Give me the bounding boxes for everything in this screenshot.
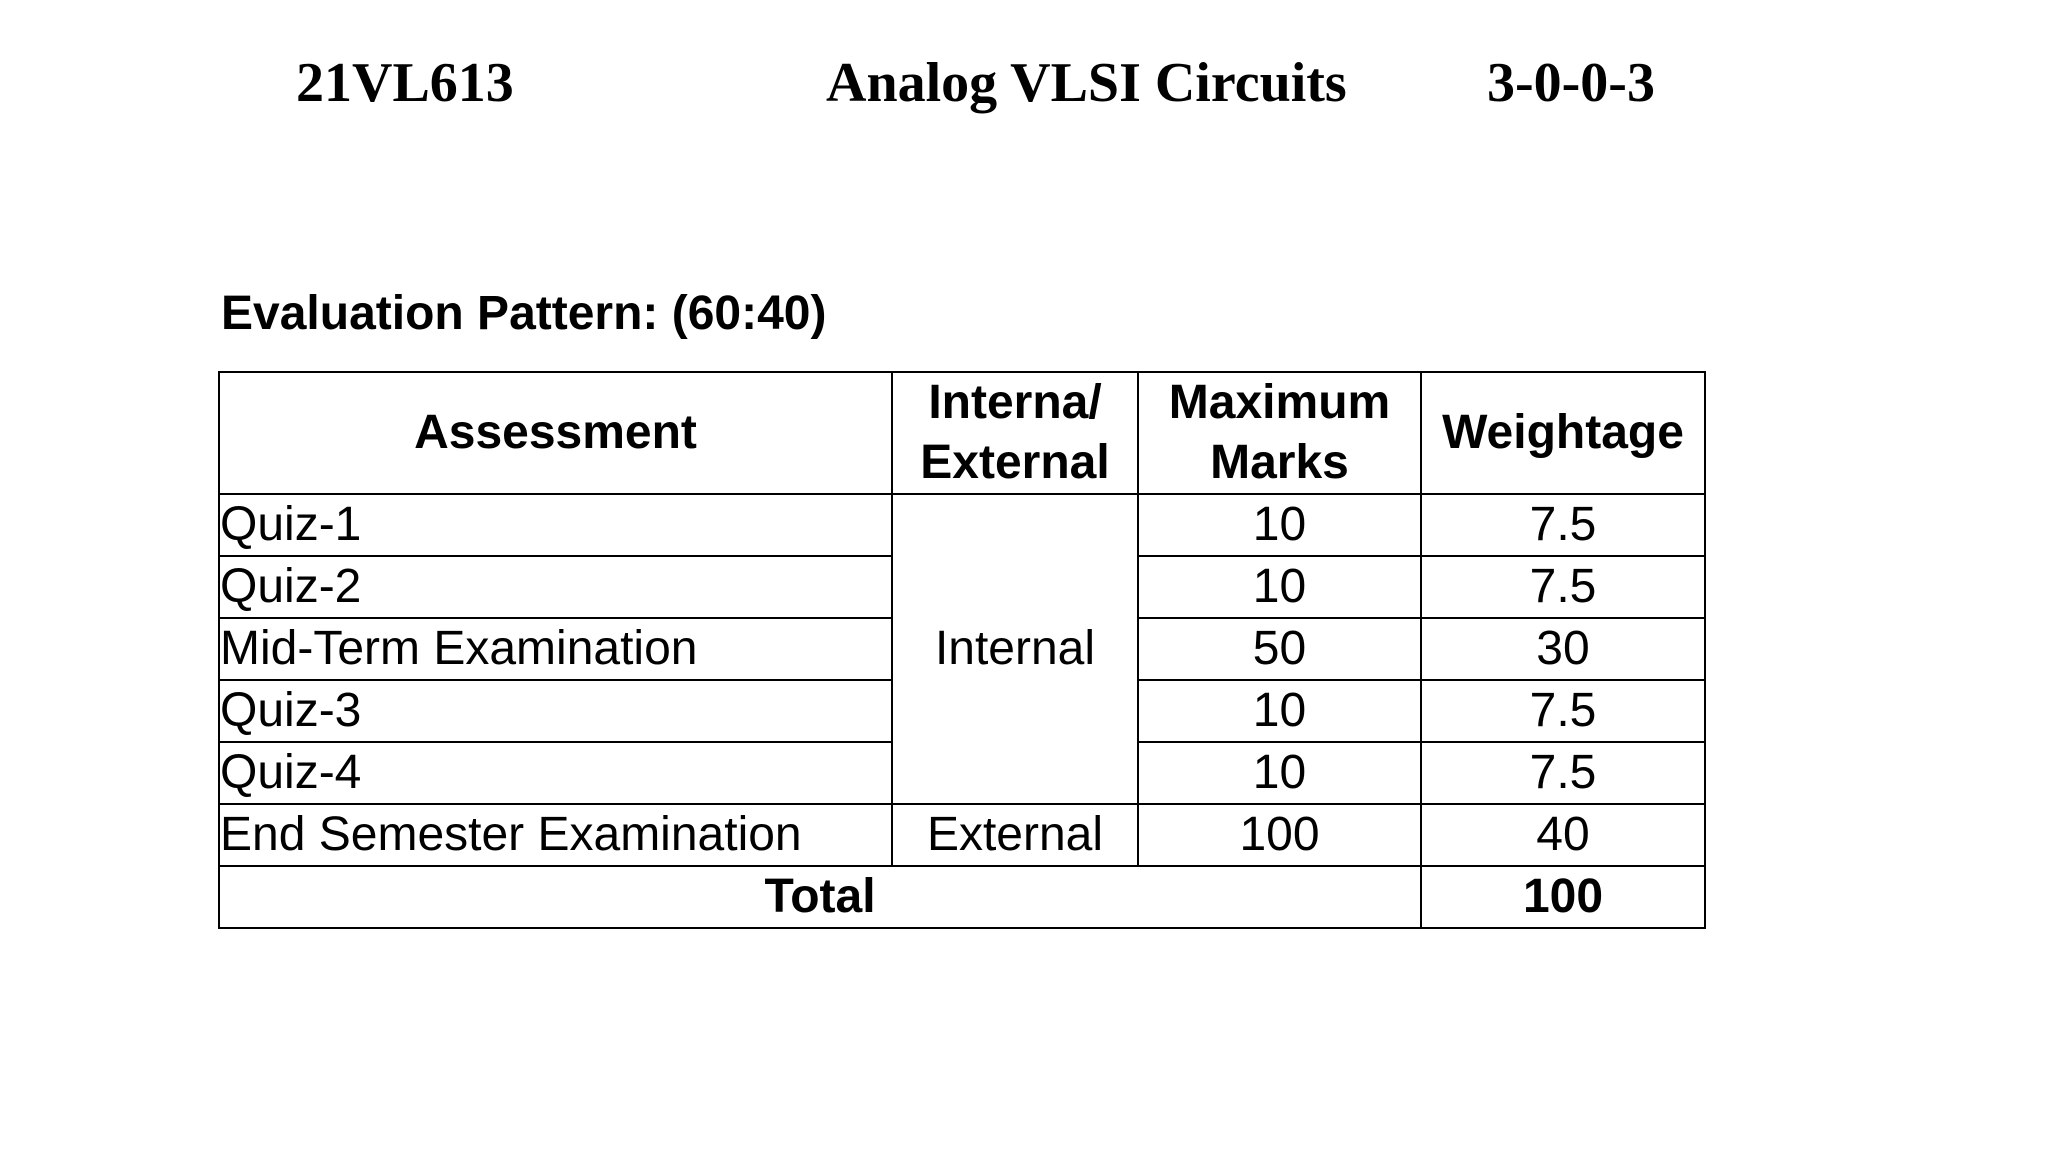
assessment-cell: Quiz-2 (218, 555, 893, 619)
header-maximum-marks-line1: Maximum (1168, 376, 1391, 429)
max-marks-cell: 10 (1137, 679, 1422, 743)
weightage-cell: 7.5 (1420, 493, 1706, 557)
header-internal-external-line2: External (920, 436, 1110, 489)
course-code: 21VL613 (296, 52, 514, 114)
header-internal-external-line1: Interna/ (928, 376, 1102, 429)
course-credits: 3-0-0-3 (1487, 52, 1655, 114)
max-marks-cell: 100 (1137, 803, 1422, 867)
course-header: 21VL613 Analog VLSI Circuits 3-0-0-3 (0, 48, 2048, 118)
header-weightage: Weightage (1420, 371, 1706, 495)
table-row: Quiz-1 Internal 10 7.5 (218, 493, 1706, 805)
external-cell: External (891, 803, 1139, 867)
evaluation-table: Assessment Interna/ External Maximum Mar… (218, 371, 1706, 929)
assessment-cell: Quiz-1 (218, 493, 893, 557)
assessment-cell: Mid-Term Examination (218, 617, 893, 681)
table-row: Quiz-4 10 7.5 (218, 741, 1706, 805)
weightage-cell: 7.5 (1420, 741, 1706, 805)
weightage-cell: 7.5 (1420, 679, 1706, 743)
table-total-row: Total 100 (218, 865, 1706, 929)
header-maximum-marks: Maximum Marks (1137, 371, 1422, 495)
internal-cell: Internal (891, 493, 1139, 805)
header-assessment: Assessment (218, 371, 893, 495)
weightage-cell: 40 (1420, 803, 1706, 867)
assessment-cell: Quiz-3 (218, 679, 893, 743)
weightage-cell: 7.5 (1420, 555, 1706, 619)
max-marks-cell: 50 (1137, 617, 1422, 681)
max-marks-cell: 10 (1137, 493, 1422, 557)
table-row: Quiz-2 10 7.5 (218, 555, 1706, 619)
table-header-row: Assessment Interna/ External Maximum Mar… (218, 371, 1706, 495)
evaluation-pattern-title: Evaluation Pattern: (60:40) (221, 287, 827, 340)
assessment-cell: Quiz-4 (218, 741, 893, 805)
assessment-cell: End Semester Examination (218, 803, 893, 867)
total-value: 100 (1420, 865, 1706, 929)
header-internal-external: Interna/ External (891, 371, 1139, 495)
table-row: Quiz-3 10 7.5 (218, 679, 1706, 743)
header-maximum-marks-line2: Marks (1210, 436, 1349, 489)
table-row: End Semester Examination External 100 40 (218, 803, 1706, 867)
table-row: Mid-Term Examination 50 30 (218, 617, 1706, 681)
total-label: Total (218, 865, 1422, 929)
course-title: Analog VLSI Circuits (826, 52, 1347, 114)
weightage-cell: 30 (1420, 617, 1706, 681)
max-marks-cell: 10 (1137, 555, 1422, 619)
max-marks-cell: 10 (1137, 741, 1422, 805)
